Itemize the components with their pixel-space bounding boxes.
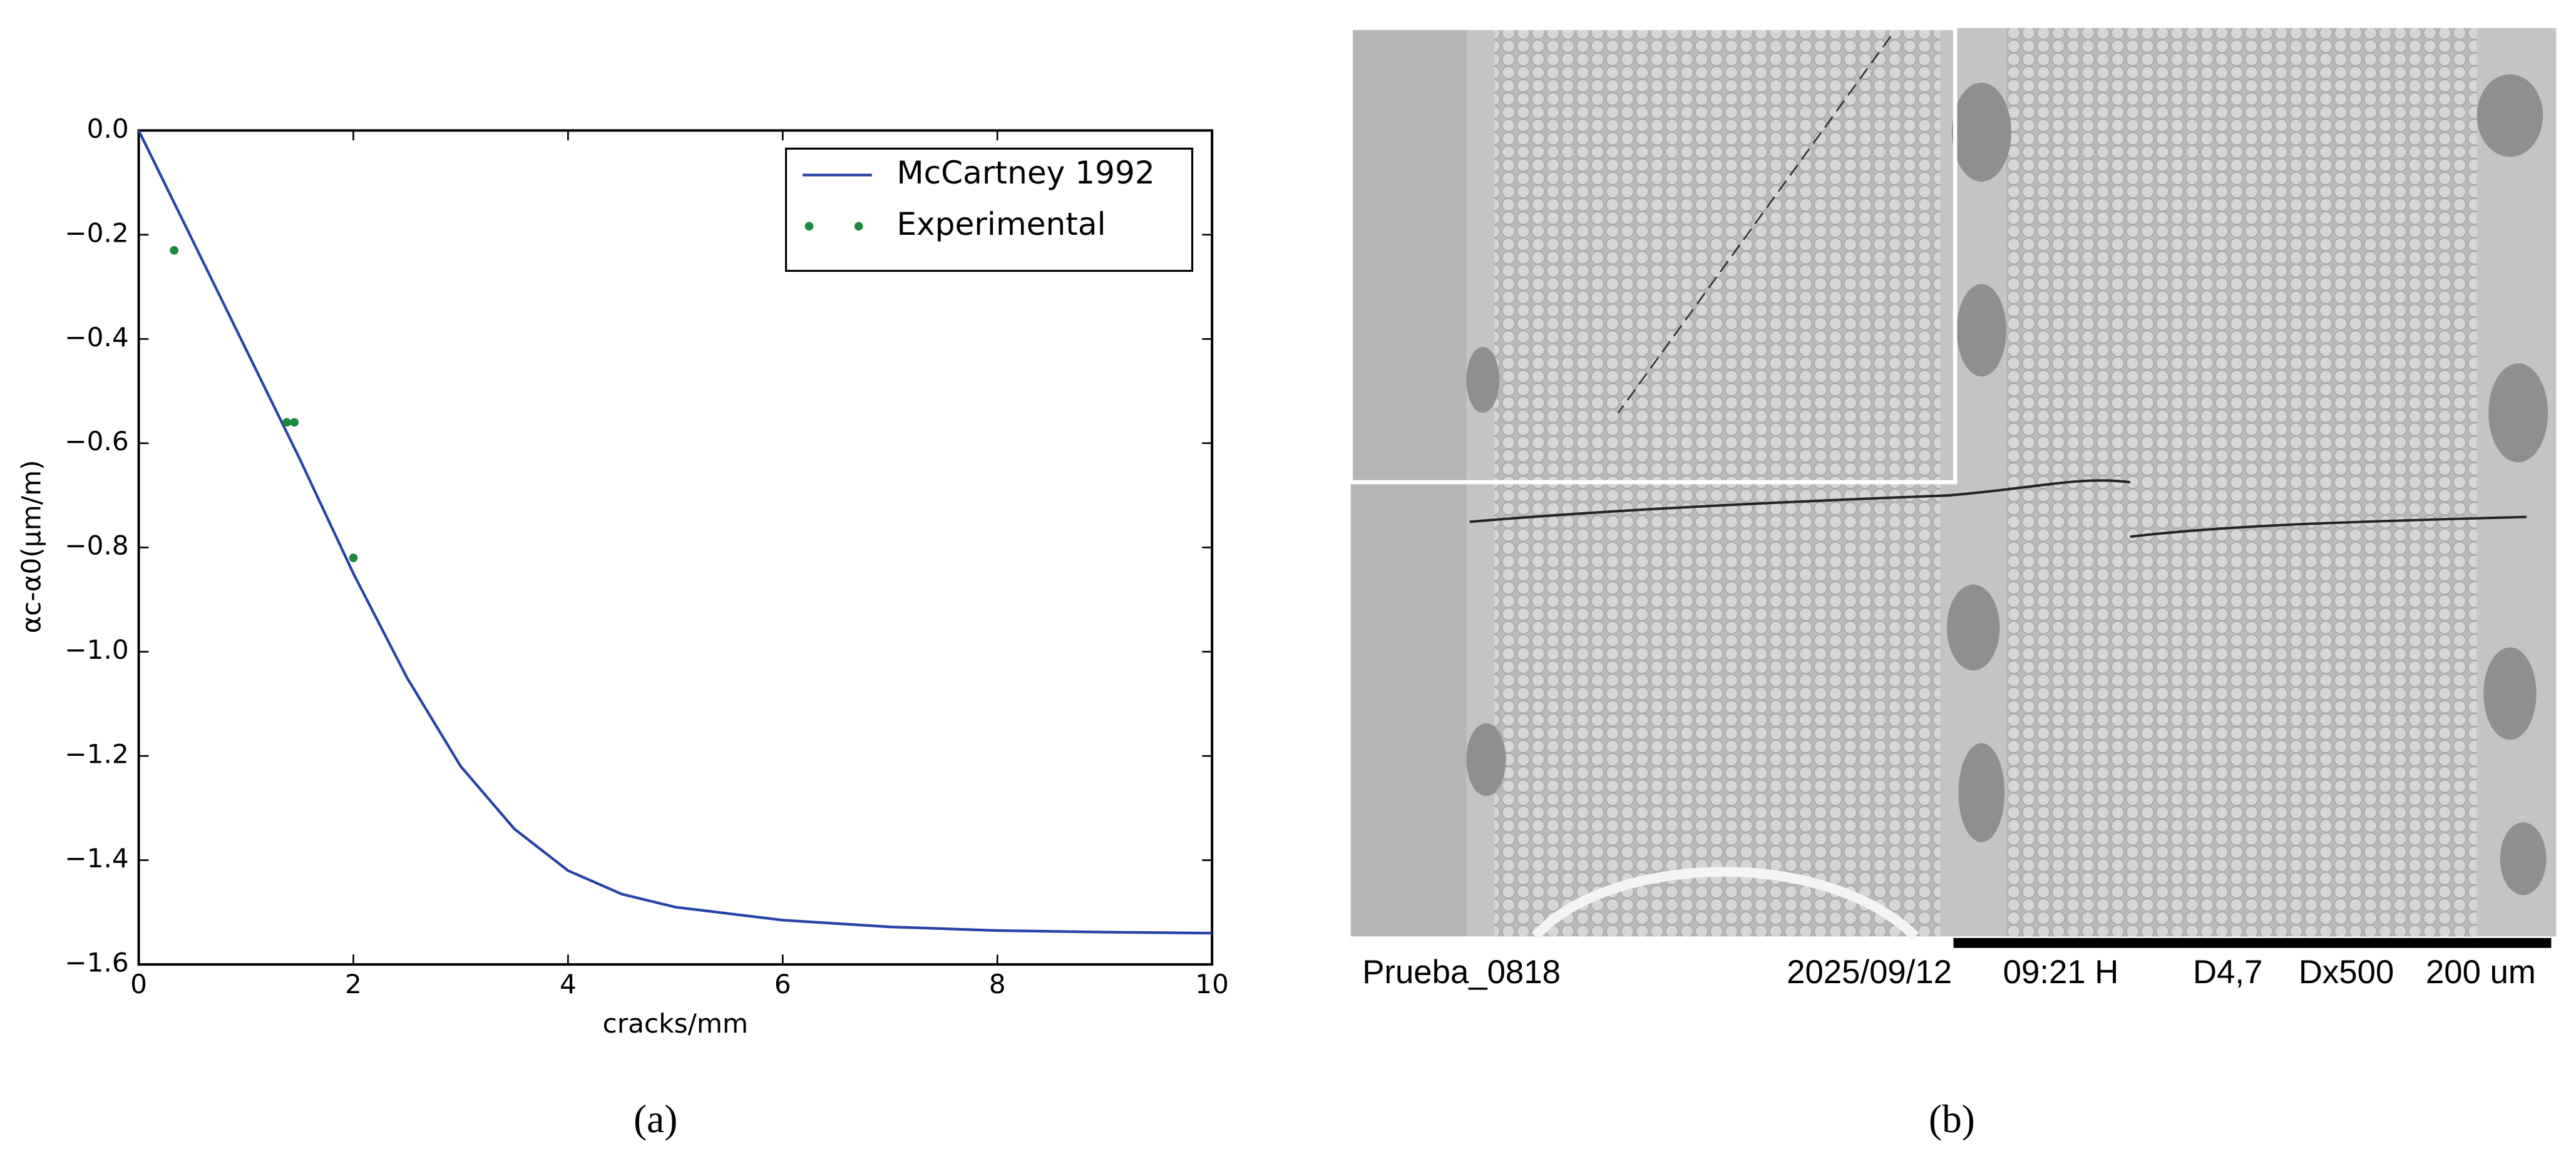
y-tick-label: −0.4: [64, 322, 128, 353]
point: [349, 554, 358, 562]
y-tick-label: −0.6: [64, 426, 128, 457]
line: [137, 130, 1213, 935]
legend-swatch: [854, 222, 863, 231]
y-axis-label: αc-α0(μm/m): [16, 460, 46, 633]
legend-box: [785, 147, 1194, 272]
distance-label: D4,7: [2193, 954, 2262, 991]
fiber-edge: [1532, 867, 1919, 941]
legend-swatch: [804, 222, 814, 231]
legend-label: Experimental: [896, 205, 1106, 242]
y-tick-label: −0.8: [64, 530, 128, 561]
fiber-band: [2006, 28, 2477, 937]
inset-frame: [1348, 26, 1958, 485]
y-tick-label: −1.6: [64, 947, 128, 978]
y-tick-label: −1.0: [64, 634, 128, 665]
point: [170, 245, 179, 255]
x-tick-label: 6: [774, 969, 791, 999]
point: [282, 418, 292, 427]
x-tick-label: 2: [345, 969, 362, 999]
caption: (b): [1929, 1097, 1975, 1141]
x-tick-label: 0: [130, 969, 147, 999]
caption: (a): [634, 1097, 677, 1141]
x-axis-label: cracks/mm: [603, 1008, 748, 1039]
point: [290, 418, 299, 427]
crack: [1617, 36, 1892, 414]
x-tick-label: 8: [989, 969, 1006, 999]
x-tick-label: 4: [560, 969, 577, 999]
matrix-pockets: [1466, 74, 2548, 895]
y-tick-label: 0.0: [87, 113, 129, 144]
y-tick-label: −1.4: [64, 843, 128, 874]
y-tick-label: −0.2: [64, 217, 128, 248]
legend-label: McCartney 1992: [896, 154, 1154, 191]
x-tick-label: 10: [1195, 969, 1229, 999]
time-label: 09:21 H: [2003, 954, 2119, 991]
micrograph: Prueba_0818 2025/09/12 09:21 H D4,7 Dx50…: [1348, 26, 2557, 991]
y-tick-label: −1.2: [64, 739, 128, 770]
date-label: 2025/09/12: [1787, 954, 1952, 991]
scale-bar: [1953, 937, 2552, 948]
scale-label: 200 um: [2426, 954, 2536, 991]
sample-label: Prueba_0818: [1362, 954, 1561, 991]
crack: [1469, 479, 2527, 539]
magnification-label: Dx500: [2299, 954, 2394, 991]
